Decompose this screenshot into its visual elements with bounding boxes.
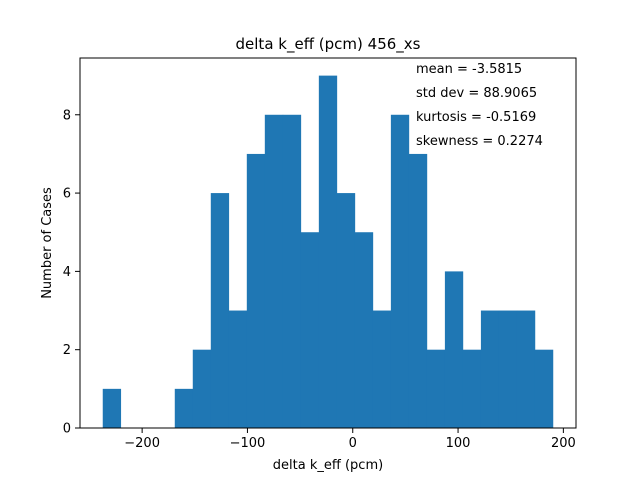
histogram-bar xyxy=(336,193,356,428)
y-tick-label: 2 xyxy=(63,343,71,358)
x-tick-label: 100 xyxy=(446,436,471,451)
histogram-bar xyxy=(174,388,194,428)
bars-group xyxy=(102,75,554,429)
histogram-bar xyxy=(462,349,482,428)
x-tick-label: −200 xyxy=(124,436,160,451)
x-axis-label: delta k_eff (pcm) xyxy=(273,458,383,473)
y-tick-label: 0 xyxy=(63,422,71,437)
histogram-bar xyxy=(354,232,374,428)
histogram-bar xyxy=(390,114,410,429)
y-tick-label: 6 xyxy=(63,187,71,202)
histogram-bar xyxy=(264,114,284,429)
histogram-bar xyxy=(210,193,230,428)
y-tick-label: 4 xyxy=(63,265,71,280)
histogram-bar xyxy=(192,349,212,428)
histogram-bar xyxy=(318,75,338,429)
stat-annotation: mean = -3.5815 xyxy=(416,62,522,77)
y-axis-label: Number of Cases xyxy=(40,187,55,299)
x-tick-label: −100 xyxy=(230,436,266,451)
plot-frame xyxy=(79,57,577,429)
stat-annotation: std dev = 88.9065 xyxy=(416,86,537,101)
histogram-bar xyxy=(426,349,446,428)
stat-annotation: kurtosis = -0.5169 xyxy=(416,110,536,125)
histogram-bar xyxy=(300,232,320,428)
y-tick-label: 8 xyxy=(63,108,71,123)
stat-annotation: skewness = 0.2274 xyxy=(416,134,543,149)
x-tick-label: 200 xyxy=(551,436,576,451)
histogram-bar xyxy=(102,388,122,428)
histogram-bar xyxy=(408,153,428,428)
histogram-bar xyxy=(372,310,392,428)
histogram-bar xyxy=(246,153,266,428)
histogram-bar xyxy=(534,349,554,428)
histogram-bar xyxy=(480,310,500,428)
histogram-bar xyxy=(498,310,518,428)
histogram-bar xyxy=(228,310,248,428)
chart-title: delta k_eff (pcm) 456_xs xyxy=(236,35,421,54)
histogram-bar xyxy=(516,310,536,428)
histogram-bar xyxy=(444,271,464,428)
x-tick-label: 0 xyxy=(349,436,357,451)
x-axis-ticks: −200 −100 0 100 200 xyxy=(124,428,576,451)
y-axis-ticks: 0 2 4 6 8 xyxy=(63,108,80,437)
histogram-bar xyxy=(282,114,302,429)
stats-annotations: mean = -3.5815 std dev = 88.9065 kurtosis … xyxy=(416,62,543,149)
